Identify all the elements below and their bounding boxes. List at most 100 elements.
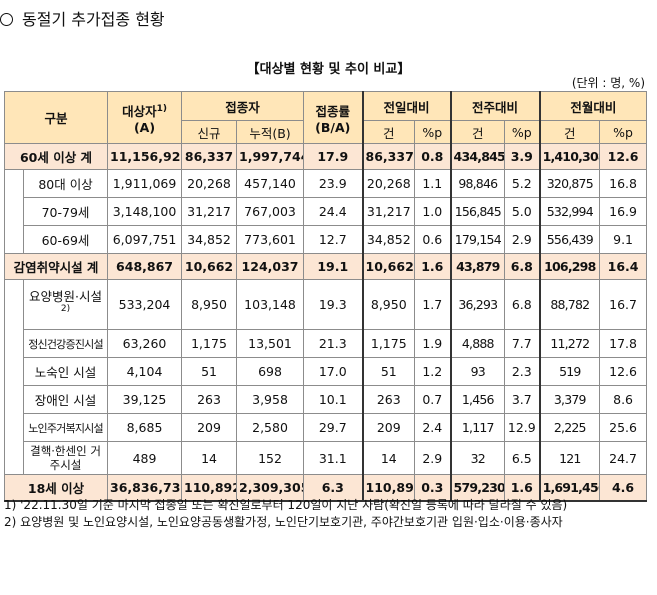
cell-new: 86,337 [181,143,238,170]
cell-target: 4,104 [107,357,183,386]
table-row: 60-69세 6,097,751 34,852 773,601 12.7 34,… [5,225,648,254]
cell-new: 10,662 [181,253,238,280]
cell-rate: 6.3 [303,474,364,502]
cell-cumulative: 3,958 [236,385,305,414]
row-label: 결핵·한센인 거주시설 [22,441,109,475]
row-label: 80대 이상 [22,169,109,198]
cell-month-pp: 8.6 [599,385,648,414]
cell-day-pp: 0.3 [414,474,452,502]
cell-month-pp: 16.4 [599,253,648,280]
cell-new: 263 [181,385,238,414]
cell-week-pp: 3.9 [504,143,541,170]
cell-day-pp: 1.6 [414,253,452,280]
header-prev-month: 전월대비 [538,91,648,121]
cell-cumulative: 152 [236,441,305,475]
footnotes: 1) '22.11.30일 기준 마지막 접종일 또는 확진일로부터 120일이… [4,497,649,531]
table-row: 결핵·한센인 거주시설 489 14 152 31.1 14 2.9 32 6.… [5,441,648,475]
cell-day-pp: 1.9 [414,329,452,358]
cell-rate: 19.3 [303,279,364,330]
table-row: 요양병원·시설2) 533,204 8,950 103,148 19.3 8,9… [4,279,648,475]
cell-week-count: 43,879 [449,253,506,280]
cell-day-pp: 1.2 [414,357,452,386]
cell-week-count: 179,154 [449,225,506,254]
cell-month-pp: 16.7 [599,279,648,330]
cell-week-pp: 6.8 [504,279,541,330]
header-rate: 접종률 (B/A) [303,91,364,144]
row-label: 18세 이상 [3,474,109,502]
cell-rate: 19.1 [303,253,364,280]
cell-week-count: 579,230 [449,474,506,502]
cell-month-pp: 4.6 [599,474,648,502]
section-title: 동절기 추가접종 현황 [0,6,165,30]
cell-cumulative: 2,580 [236,413,305,442]
cell-month-count: 88,782 [538,279,601,330]
cell-month-pp: 12.6 [599,357,648,386]
row-label: 60세 이상 계 [3,143,109,170]
cell-week-count: 156,845 [449,197,506,226]
cell-target: 63,260 [107,329,183,358]
cell-month-count: 320,875 [538,169,601,198]
cell-cumulative: 698 [236,357,305,386]
cell-week-count: 93 [449,357,506,386]
cell-day-pp: 2.9 [414,441,452,475]
cell-new: 209 [181,413,238,442]
header-day-pp: %p [414,120,452,144]
cell-target: 489 [107,441,183,475]
cell-day-count: 34,852 [361,225,416,254]
cell-month-pp: 9.1 [599,225,648,254]
cell-day-pp: 0.7 [414,385,452,414]
cell-target: 648,867 [107,253,183,280]
row-label: 노숙인 시설 [22,357,109,386]
cell-month-count: 532,994 [538,197,601,226]
header-cumulative: 누적(B) [236,120,305,144]
unit-label: (단위 : 명, %) [571,76,645,90]
cell-rate: 17.0 [303,357,364,386]
cell-week-count: 36,293 [449,279,506,330]
cell-new: 110,892 [181,474,238,502]
cell-rate: 21.3 [303,329,364,358]
cell-month-count: 11,272 [538,329,601,358]
cell-cumulative: 457,140 [236,169,305,198]
cell-new: 14 [181,441,238,475]
cell-week-count: 434,845 [449,143,506,170]
cell-new: 51 [181,357,238,386]
table-row: 장애인 시설 39,125 263 3,958 10.1 263 0.7 1,4… [5,385,648,414]
table-row: 18세 이상 36,836,737 110,892 2,309,305 6.3 … [3,474,648,502]
cell-week-count: 4,888 [449,329,506,358]
vaccination-table: 구분 대상자1) (A) 접종자 접종률 (B/A) 전일대비 전주대비 전월대비 … [3,91,648,502]
cell-new: 1,175 [181,329,238,358]
cell-month-pp: 16.9 [599,197,648,226]
cell-day-pp: 1.7 [414,279,452,330]
row-label: 요양병원·시설2) [22,279,109,330]
row-label: 정신건강증진시설 [22,329,109,358]
table-row: 감염취약시설 계 648,867 10,662 124,037 19.1 10,… [3,253,648,280]
cell-day-count: 209 [361,413,416,442]
footnote: 1) '22.11.30일 기준 마지막 접종일 또는 확진일로부터 120일이… [4,498,568,512]
table-row: 정신건강증진시설 63,260 1,175 13,501 21.3 1,175 … [5,329,648,358]
table-row: 80대 이상 1,911,069 20,268 457,140 23.9 20,… [4,169,648,254]
cell-day-count: 263 [361,385,416,414]
cell-cumulative: 13,501 [236,329,305,358]
cell-day-count: 110,892 [361,474,416,502]
cell-day-count: 14 [361,441,416,475]
cell-cumulative: 773,601 [236,225,305,254]
table-row: 노숙인 시설 4,104 51 698 17.0 51 1.2 93 2.3 5… [5,357,648,386]
cell-target: 1,911,069 [107,169,183,198]
row-label: 감염취약시설 계 [3,253,109,280]
cell-week-pp: 6.8 [504,253,541,280]
row-label: 노인주거복지시설 [22,413,109,442]
cell-month-count: 1,691,456 [538,474,601,502]
cell-month-count: 121 [538,441,601,475]
cell-day-count: 31,217 [361,197,416,226]
cell-target: 3,148,100 [107,197,183,226]
header-prev-day: 전일대비 [361,91,452,121]
cell-week-pp: 2.9 [504,225,541,254]
cell-new: 34,852 [181,225,238,254]
cell-cumulative: 124,037 [236,253,305,280]
cell-day-count: 10,662 [361,253,416,280]
row-label: 70-79세 [22,197,109,226]
cell-rate: 12.7 [303,225,364,254]
cell-month-pp: 24.7 [599,441,648,475]
cell-week-pp: 5.2 [504,169,541,198]
cell-rate: 17.9 [303,143,364,170]
